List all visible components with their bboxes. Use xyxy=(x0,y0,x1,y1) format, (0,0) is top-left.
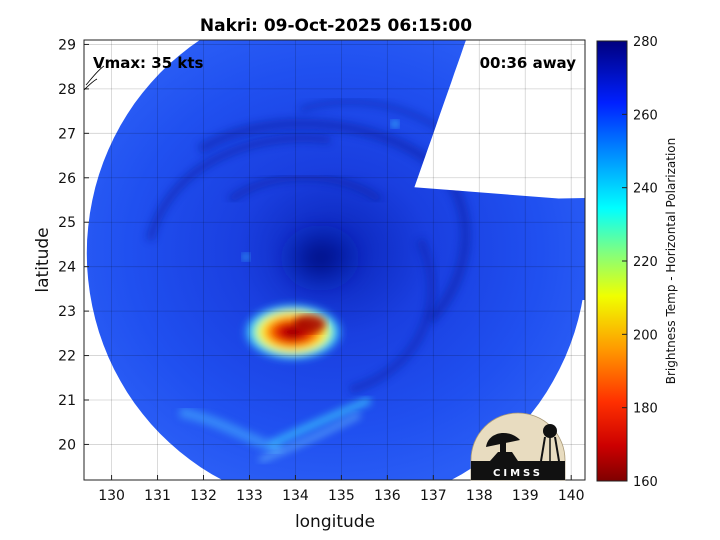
x-tick-label: 133 xyxy=(236,488,263,504)
x-axis-ticks: 130 131 132 133 134 135 136 137 138 139 140 xyxy=(98,475,585,504)
axes-frame xyxy=(83,39,586,481)
colorbar-tick-label: 260 xyxy=(633,108,658,123)
time-away-annotation: 00:36 away xyxy=(480,54,577,72)
y-tick-label: 24 xyxy=(58,260,76,276)
colorbar-tick-label: 240 xyxy=(633,182,658,197)
y-tick-label: 28 xyxy=(58,82,76,98)
x-tick-label: 137 xyxy=(420,488,447,504)
y-tick-label: 20 xyxy=(58,437,76,453)
colorbar-tick-label: 160 xyxy=(633,475,658,490)
x-axis-label: longitude xyxy=(295,512,375,532)
y-tick-label: 22 xyxy=(58,349,76,365)
x-tick-label: 132 xyxy=(190,488,217,504)
y-tick-label: 27 xyxy=(58,126,76,142)
x-tick-label: 130 xyxy=(98,488,125,504)
x-tick-label: 140 xyxy=(558,488,585,504)
x-tick-label: 136 xyxy=(374,488,401,504)
cimss-logo: CIMSS xyxy=(470,412,566,481)
logo-text: CIMSS xyxy=(493,468,543,479)
x-tick-label: 139 xyxy=(512,488,539,504)
colorbar-tick-label: 220 xyxy=(633,255,658,270)
colorbar-tick-label: 280 xyxy=(633,35,658,50)
colorbar-ticks: 280 260 240 220 200 180 160 xyxy=(622,35,658,490)
y-tick-label: 23 xyxy=(58,304,76,320)
y-tick-label: 26 xyxy=(58,171,76,187)
y-axis-label: latitude xyxy=(33,227,53,292)
x-tick-label: 138 xyxy=(466,488,493,504)
cold-core xyxy=(294,315,326,333)
y-axis-ticks: 20 21 22 23 24 25 26 27 28 29 xyxy=(58,37,89,453)
grid-lines xyxy=(84,40,585,480)
coastline xyxy=(83,65,105,91)
x-tick-label: 135 xyxy=(328,488,355,504)
colorbar-label: Brightness Temp - Horizontal Polarizatio… xyxy=(664,138,678,385)
y-tick-label: 25 xyxy=(58,215,76,231)
y-tick-label: 21 xyxy=(58,393,76,409)
x-tick-label: 134 xyxy=(282,488,309,504)
vmax-annotation: Vmax: 35 kts xyxy=(93,54,203,72)
y-tick-label: 29 xyxy=(58,37,76,53)
chart-title: Nakri: 09-Oct-2025 06:15:00 xyxy=(200,16,472,36)
x-tick-label: 131 xyxy=(144,488,171,504)
colorbar-tick-label: 180 xyxy=(633,402,658,417)
colorbar-tick-label: 200 xyxy=(633,328,658,343)
